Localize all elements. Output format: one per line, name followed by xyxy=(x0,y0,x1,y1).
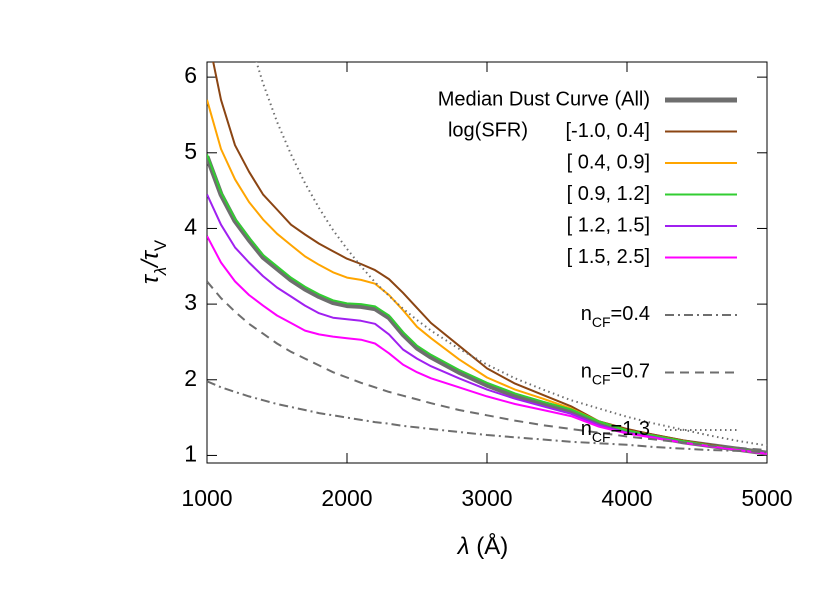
series-line xyxy=(255,62,767,447)
plot-lines xyxy=(207,62,767,456)
y-tick-label: 5 xyxy=(184,138,197,164)
legend-label: nCF=0.4 xyxy=(581,303,650,329)
legend-label: nCF=0.7 xyxy=(581,361,650,387)
x-axis-label: λ (Å) xyxy=(456,532,508,560)
legend-label: nCF=1.3 xyxy=(581,418,650,444)
legend-label: [ 1.5, 2.5] xyxy=(567,246,650,268)
series-line xyxy=(207,235,767,455)
y-tick-label: 2 xyxy=(184,365,197,391)
x-tick-label: 5000 xyxy=(741,485,792,511)
y-tick-label: 3 xyxy=(184,289,197,315)
x-tick-label: 2000 xyxy=(321,485,372,511)
y-tick-label: 6 xyxy=(184,62,197,88)
legend-label: [ 1.2, 1.5] xyxy=(567,214,650,236)
y-tick-label: 4 xyxy=(184,214,197,240)
legend-label: Median Dust Curve (All) xyxy=(438,88,650,110)
series-line xyxy=(207,155,767,456)
x-tick-label: 4000 xyxy=(601,485,652,511)
y-axis-label: τλ/τV xyxy=(137,239,170,284)
x-tick-label: 3000 xyxy=(461,485,512,511)
y-tick-label: 1 xyxy=(184,441,197,467)
series-line xyxy=(207,280,767,452)
x-tick-label: 1000 xyxy=(181,485,232,511)
series-line xyxy=(212,62,767,455)
legend-label: [ 0.4, 0.9] xyxy=(567,151,650,173)
series-line xyxy=(207,153,767,455)
legend-label: [-1.0, 0.4] xyxy=(566,120,651,142)
legend-label: [ 0.9, 1.2] xyxy=(567,183,650,205)
legend-title: log(SFR) xyxy=(448,119,528,141)
